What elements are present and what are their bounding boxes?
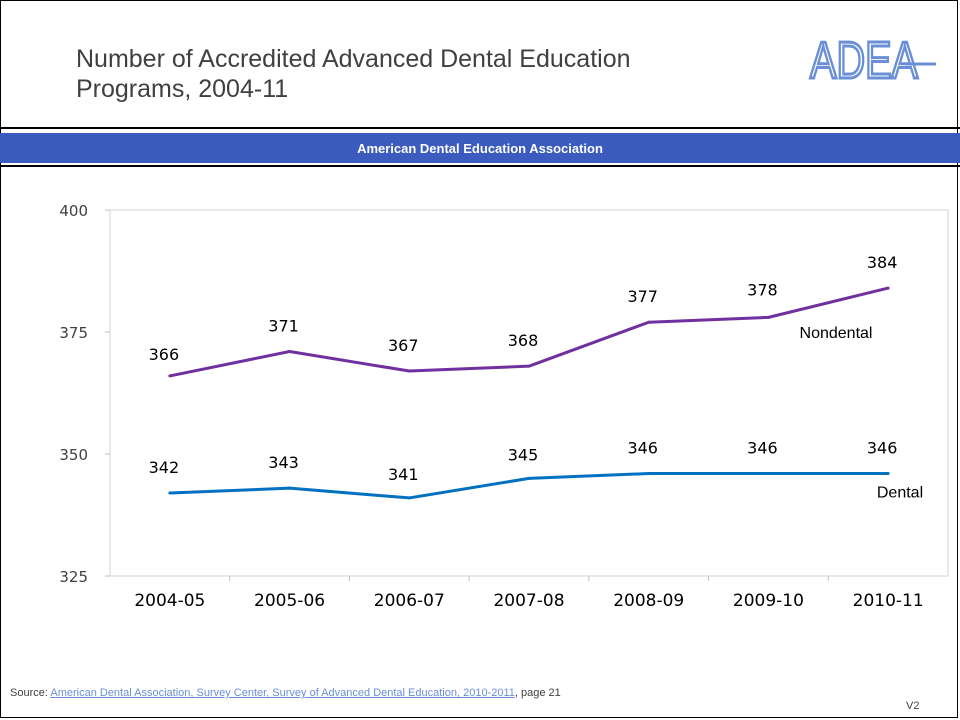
y-tick-label: 325: [59, 568, 88, 586]
data-point: [407, 496, 411, 500]
data-point: [288, 486, 292, 490]
line-chart: 325 350 375 400 2004-05 2005-06 2006-07 2007-08…: [59, 202, 949, 611]
band-bottom-rule: [0, 165, 960, 167]
data-label: 368: [508, 331, 539, 350]
data-point: [886, 286, 890, 290]
x-tick-label: 2008-09: [613, 591, 684, 611]
x-tick-label: 2004-05: [134, 591, 205, 611]
band-top-rule: [0, 127, 960, 129]
source-link[interactable]: American Dental Association, Survey Cent…: [50, 687, 515, 699]
page-title: Number of Accredited Advanced Dental Edu…: [76, 44, 716, 104]
source-prefix: Source:: [10, 687, 51, 699]
data-point: [647, 320, 651, 324]
data-label: 346: [747, 439, 778, 458]
data-point: [766, 472, 770, 476]
data-label: 346: [867, 439, 898, 458]
x-tick-label: 2009-10: [733, 591, 804, 611]
adea-logo: ADEA: [809, 31, 936, 86]
data-label: 371: [268, 317, 299, 336]
data-label: 378: [747, 280, 778, 299]
y-tick-label: 375: [59, 324, 88, 342]
data-label: 377: [627, 287, 658, 306]
data-point: [168, 491, 172, 495]
x-tick-label: 2010-11: [853, 591, 924, 611]
x-tick-label: 2007-08: [493, 591, 564, 611]
data-point: [886, 472, 890, 476]
y-tick-label: 400: [59, 202, 88, 220]
source-note: Source: American Dental Association, Sur…: [10, 687, 561, 699]
data-label: 343: [268, 453, 299, 472]
source-suffix: , page 21: [514, 687, 561, 699]
association-band: American Dental Education Association: [0, 133, 960, 163]
data-point: [168, 374, 172, 378]
title-line-2: Programs, 2004-11: [76, 75, 289, 103]
data-point: [527, 364, 531, 368]
data-point: [647, 472, 651, 476]
data-label: 367: [388, 336, 419, 355]
data-point: [766, 315, 770, 319]
plot-area-border: [109, 209, 949, 577]
data-label: 345: [508, 445, 539, 464]
version-label: V2: [906, 700, 920, 712]
data-point: [288, 350, 292, 354]
chart-area: 325 350 375 400 2004-05 2005-06 2006-07 2007-08…: [0, 170, 960, 670]
y-tick-label: 350: [59, 446, 88, 464]
x-tick-label: 2005-06: [254, 591, 325, 611]
data-label: 384: [867, 253, 898, 272]
data-label: 366: [149, 345, 180, 364]
x-tick-label: 2006-07: [374, 591, 445, 611]
data-point: [407, 369, 411, 373]
series-name-label: Dental: [877, 485, 923, 502]
series-name-label: Nondental: [800, 325, 873, 342]
logo-text: ADEA: [810, 32, 918, 86]
data-label: 342: [149, 458, 180, 477]
title-line-1: Number of Accredited Advanced Dental Edu…: [76, 45, 631, 73]
data-label: 346: [627, 439, 658, 458]
data-point: [527, 476, 531, 480]
data-label: 341: [388, 465, 419, 484]
